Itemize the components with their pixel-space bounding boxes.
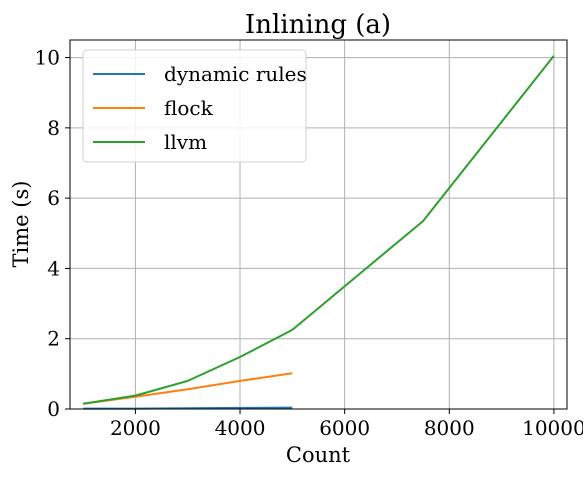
x-tick-label: 2000 [110, 416, 161, 440]
y-tick-label: 0 [47, 397, 60, 421]
series-line-dynamic-rules [83, 406, 293, 410]
legend-label-flock: flock [164, 96, 214, 120]
y-tick-label: 2 [47, 327, 60, 351]
y-axis-label: Time (s) [9, 181, 33, 268]
y-axis-ticks: 0 2 4 6 8 10 [35, 46, 70, 421]
legend-label-llvm: llvm [164, 130, 207, 154]
x-axis-ticks: 2000 4000 6000 8000 10000 [110, 409, 583, 440]
x-tick-label: 4000 [215, 416, 266, 440]
legend-box [82, 49, 307, 163]
x-axis-label: Count [286, 443, 351, 467]
legend: dynamic rules flock llvm [82, 49, 307, 163]
x-tick-label: 6000 [319, 416, 370, 440]
legend-label-dynamic-rules: dynamic rules [164, 62, 307, 86]
y-tick-label: 8 [47, 116, 60, 140]
series-line-llvm [82, 55, 555, 405]
plot-frame [69, 39, 568, 410]
y-tick-label: 10 [35, 46, 60, 70]
chart-title: Inlining (a) [245, 10, 391, 40]
x-tick-label: 8000 [424, 416, 475, 440]
y-tick-label: 4 [47, 256, 60, 280]
y-tick-label: 6 [47, 186, 60, 210]
x-tick-label: 10000 [522, 416, 583, 440]
